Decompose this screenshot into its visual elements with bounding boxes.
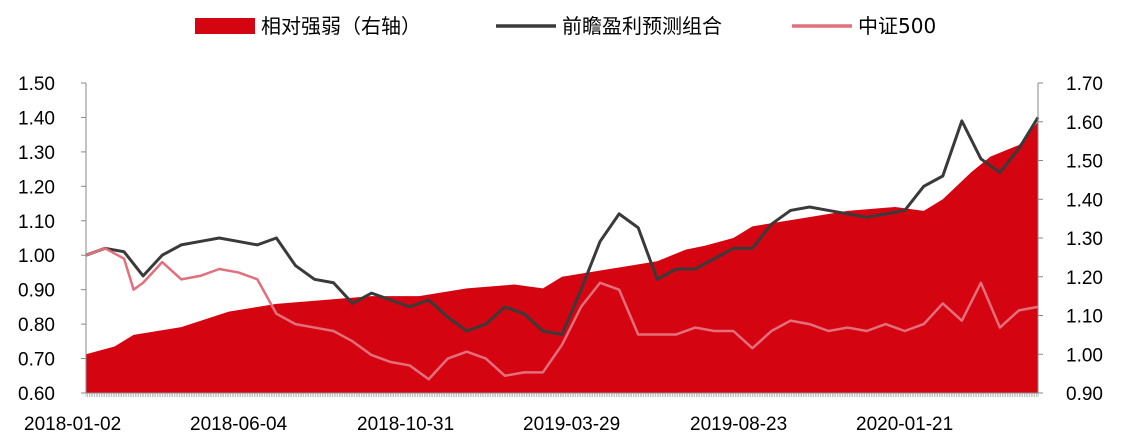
right-tick-label: 1.30 <box>1066 229 1103 250</box>
left-tick-label: 0.70 <box>18 350 55 371</box>
x-tick-label: 2020-01-21 <box>856 414 953 435</box>
x-tick-label: 2019-03-29 <box>523 414 620 435</box>
right-tick-label: 1.50 <box>1066 152 1103 173</box>
left-tick-label: 1.30 <box>18 143 55 164</box>
left-tick-label: 1.50 <box>18 74 55 95</box>
x-tick-label: 2019-08-23 <box>690 414 787 435</box>
x-tick-label: 2018-10-31 <box>357 414 454 435</box>
right-tick-label: 1.60 <box>1066 113 1103 134</box>
right-tick-label: 1.00 <box>1066 345 1103 366</box>
x-tick-label: 2018-01-02 <box>24 414 121 435</box>
left-tick-label: 0.80 <box>18 315 55 336</box>
legend-swatch-area <box>195 18 255 34</box>
right-tick-label: 0.90 <box>1066 384 1103 405</box>
legend: 相对强弱（右轴） 前瞻盈利预测组合 中证500 <box>195 14 936 38</box>
right-tick-label: 1.70 <box>1066 74 1103 95</box>
right-tick-label: 1.40 <box>1066 190 1103 211</box>
relative-strength-area <box>86 121 1038 393</box>
legend-label: 中证500 <box>858 14 936 38</box>
left-tick-label: 1.00 <box>18 246 55 267</box>
left-tick-label: 1.40 <box>18 108 55 129</box>
relative-strength-area-layer <box>86 121 1038 393</box>
forward-profit-portfolio-line <box>85 116 1040 336</box>
left-tick-label: 0.60 <box>18 384 55 405</box>
x-tick-label: 2018-06-04 <box>190 414 288 435</box>
left-tick-label: 1.20 <box>18 177 55 198</box>
legend-label: 前瞻盈利预测组合 <box>562 14 722 38</box>
right-tick-label: 1.10 <box>1066 307 1103 328</box>
right-tick-label: 1.20 <box>1066 268 1103 289</box>
legend-label: 相对强弱（右轴） <box>261 14 421 38</box>
axes: 1.50 1.40 1.30 1.20 1.10 1.00 0.90 0.80 0.70 0.60… <box>18 74 1103 435</box>
left-tick-label: 0.90 <box>18 281 55 302</box>
left-tick-label: 1.10 <box>18 212 55 233</box>
csi500-line <box>85 247 1039 381</box>
line-layer <box>85 116 1040 381</box>
